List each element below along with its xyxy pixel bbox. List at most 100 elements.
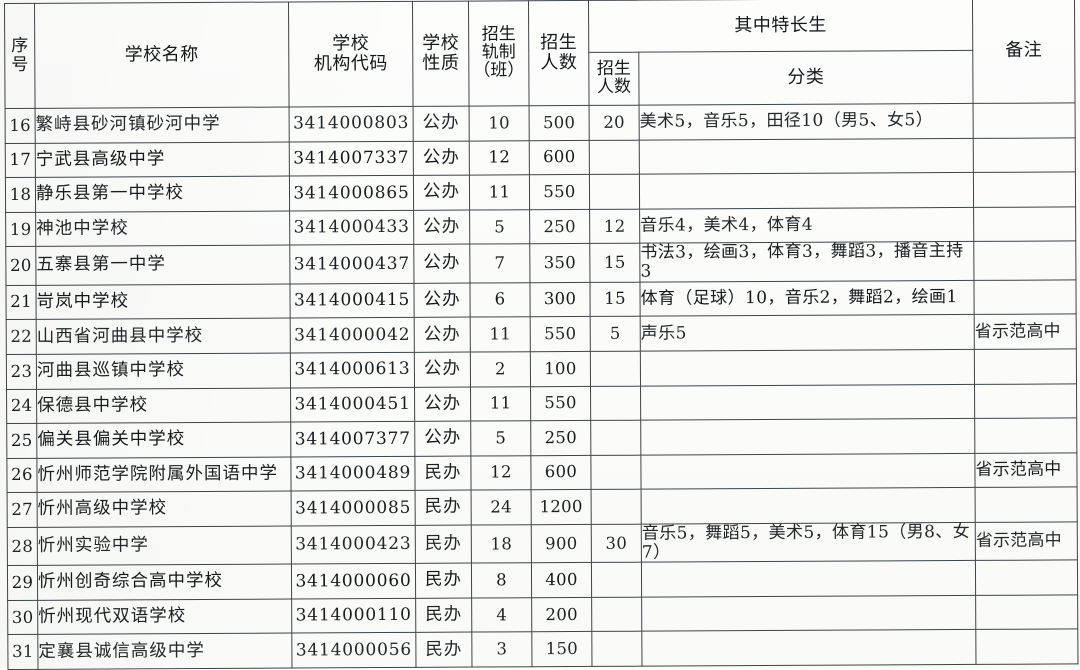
- cell-school-code: 3414007377: [290, 421, 415, 457]
- cell-specialty-category: 音乐4，美术4，体育4: [639, 207, 974, 244]
- table-row: 24 保德县中学校 3414000451 公办 11 550: [6, 383, 1077, 424]
- cell-specialty-category: [641, 487, 976, 525]
- cell-school-code: 3414000451: [290, 386, 415, 423]
- cell-class-track: 18: [471, 524, 532, 564]
- table-row: 25 偏关县偏关中学校 3414007377 公办 5 250: [6, 418, 1077, 459]
- table-body: 16 繁峙县砂河镇砂河中学 3414000803 公办 10 500 20 美术5，音乐5，田…: [5, 102, 1078, 670]
- header-remarks: 备注: [972, 0, 1076, 104]
- header-index: 序 号: [4, 3, 36, 109]
- cell-specialty-count: [590, 351, 641, 386]
- cell-school-type: 公办: [413, 282, 471, 318]
- cell-remarks: [973, 279, 1077, 315]
- table-row: 17 宁武县高级中学 3414007337 公办 12 600: [5, 137, 1076, 178]
- cell-school-code: 3414000042: [290, 317, 415, 353]
- cell-enroll-count: 600: [529, 140, 590, 175]
- cell-index: 22: [6, 319, 37, 355]
- cell-school-name: 忻州创奇综合高中学校: [37, 564, 292, 601]
- cell-remarks: 省示范高中: [974, 314, 1077, 350]
- cell-school-type: 公办: [414, 317, 471, 353]
- cell-specialty-count: [589, 174, 640, 210]
- cell-school-name: 忻州实验中学: [37, 525, 292, 566]
- cell-class-track: 11: [470, 386, 531, 422]
- cell-school-type: 公办: [413, 140, 470, 176]
- cell-class-track: 5: [470, 420, 531, 456]
- cell-class-track: 3: [471, 632, 532, 668]
- cell-remarks: [975, 560, 1078, 596]
- header-enroll-count-line2: 人数: [540, 51, 578, 74]
- table-row: 16 繁峙县砂河镇砂河中学 3414000803 公办 10 500 20 美术5，音乐5，田…: [5, 102, 1076, 144]
- header-row-primary: 序 号 学校名称 学校 机构代码 学校 性质 招生 轨制: [4, 0, 1076, 109]
- cell-class-track: 11: [469, 174, 530, 210]
- cell-remarks: 省示范高中: [974, 452, 1078, 488]
- cell-school-type: 民办: [414, 455, 472, 491]
- cell-remarks: [973, 172, 1076, 208]
- cell-specialty-count: [590, 420, 641, 456]
- cell-specialty-count: [590, 454, 642, 490]
- cell-enroll-count: 600: [530, 455, 592, 491]
- cell-class-track: 5: [469, 209, 530, 245]
- page-tilt-wrapper: 序 号 学校名称 学校 机构代码 学校 性质 招生 轨制: [4, 0, 1079, 670]
- cell-remarks: [974, 418, 1077, 454]
- cell-school-name: 静乐县第一中学校: [35, 176, 290, 213]
- table-row: 21 岢岚中学校 3414000415 公办 6 300 15 体育（足球）10，音乐2，舞蹈…: [5, 279, 1077, 320]
- header-school-code: 学校 机构代码: [288, 1, 414, 108]
- cell-specialty-category: [640, 349, 975, 386]
- cell-school-code: 3414000433: [289, 210, 414, 246]
- cell-specialty-category: [640, 418, 975, 455]
- cell-enroll-count: 550: [529, 174, 590, 210]
- table-row: 18 静乐县第一中学校 3414000865 公办 11 550: [5, 172, 1076, 213]
- cell-enroll-count: 1200: [531, 489, 592, 525]
- cell-school-name: 五寨县第一中学: [35, 245, 290, 286]
- header-specialty-category: 分类: [638, 50, 974, 106]
- cell-school-type: 公办: [413, 106, 470, 141]
- cell-enroll-count: 200: [531, 597, 592, 633]
- cell-index: 18: [5, 177, 36, 213]
- cell-index: 27: [7, 492, 38, 528]
- cell-school-code: 3414000489: [290, 456, 416, 492]
- cell-specialty-count: [590, 385, 641, 421]
- table-row: 22 山西省河曲县中学校 3414000042 公办 11 550 5 声乐5 省示范高中: [6, 314, 1077, 355]
- cell-specialty-category: [640, 383, 975, 421]
- cell-index: 17: [5, 142, 36, 178]
- cell-school-code: 3414000085: [291, 490, 416, 526]
- cell-school-code: 3414000110: [291, 598, 416, 634]
- cell-specialty-category: 美术5，音乐5，田径10（男5、女5）: [639, 103, 974, 140]
- cell-specialty-category: [639, 172, 974, 209]
- cell-school-type: 民办: [415, 490, 472, 526]
- table-row: 29 忻州创奇综合高中学校 3414000060 民办 8 400: [7, 560, 1078, 601]
- cell-class-track: 24: [471, 490, 532, 525]
- cell-school-name: 宁武县高级中学: [35, 141, 290, 178]
- table-row: 26 忻州师范学院附属外国语中学 3414000489 民办 12 600 省示范高中: [6, 452, 1078, 493]
- cell-enroll-count: 250: [529, 209, 590, 245]
- cell-remarks: [974, 348, 1077, 384]
- cell-school-code: 3414000415: [289, 283, 415, 319]
- cell-index: 26: [6, 458, 38, 493]
- header-specialty-count: 招生 人数: [588, 52, 640, 106]
- cell-school-type: 公办: [414, 386, 471, 422]
- cell-specialty-category: 体育（足球）10，音乐2，舞蹈2，绘画1: [639, 280, 975, 317]
- cell-school-name: 定襄县诚信高级中学: [37, 633, 292, 670]
- cell-school-code: 3414000613: [290, 352, 415, 388]
- cell-specialty-count: [591, 562, 642, 598]
- cell-specialty-category: [640, 453, 976, 490]
- cell-school-name: 忻州师范学院附属外国语中学: [36, 456, 292, 493]
- table-row: 23 河曲县巡镇中学校 3414000613 公办 2 100: [6, 348, 1077, 390]
- cell-school-code: 3414000060: [291, 563, 416, 599]
- cell-school-name: 河曲县巡镇中学校: [36, 352, 291, 389]
- cell-school-type: 公办: [413, 209, 470, 245]
- cell-enroll-count: 550: [530, 385, 591, 421]
- table-row: 20 五寨县第一中学 3414000437 公办 7 350 15 书法3，绘画3，体育3，舞…: [5, 241, 1076, 286]
- cell-remarks: [975, 487, 1078, 523]
- cell-school-type: 民办: [415, 597, 472, 633]
- cell-specialty-category: 音乐5，舞蹈5，美术5，体育15（男8、女7）: [641, 522, 976, 563]
- header-school-type-line2: 性质: [422, 52, 460, 74]
- cell-specialty-category: 声乐5: [640, 314, 975, 352]
- cell-specialty-count: [589, 139, 640, 175]
- cell-index: 29: [7, 565, 38, 601]
- cell-enroll-count: 100: [530, 351, 591, 387]
- header-class-track: 招生 轨制 （班）: [468, 0, 530, 107]
- cell-specialty-count: 30: [591, 524, 642, 563]
- cell-class-track: 10: [469, 105, 530, 141]
- cell-class-track: 12: [470, 455, 532, 491]
